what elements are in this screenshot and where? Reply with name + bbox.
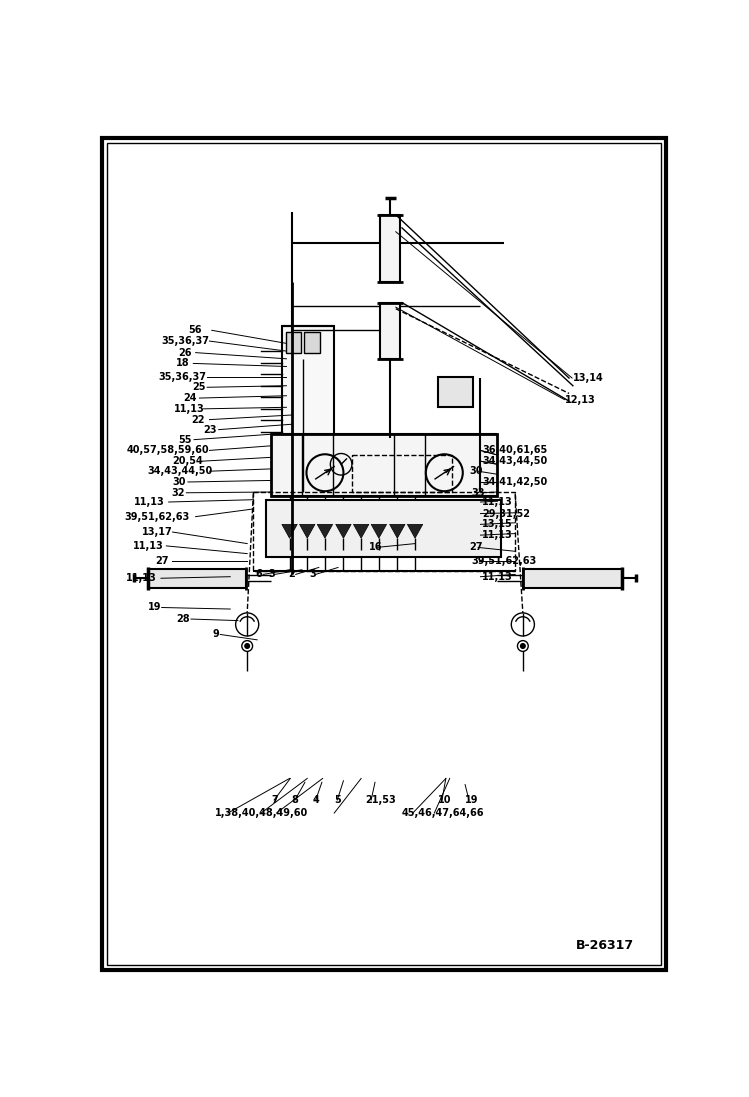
Text: 11,13: 11,13 [482,497,513,507]
Text: 13,15: 13,15 [482,519,513,530]
Text: 20,54: 20,54 [172,456,203,466]
Polygon shape [354,524,369,539]
Text: 35,36,37: 35,36,37 [159,372,207,382]
Bar [352,455,452,491]
Text: 24: 24 [184,393,197,403]
Text: 19: 19 [148,602,161,612]
Bar [380,215,401,282]
Text: 36,40,61,65: 36,40,61,65 [482,445,548,455]
Text: 21,53: 21,53 [365,795,395,805]
Bar [148,569,246,588]
Text: 1,38,40,48,49,60: 1,38,40,48,49,60 [215,808,308,818]
Text: 3: 3 [269,569,276,579]
Bar [304,331,320,353]
Text: 30: 30 [172,477,186,487]
Polygon shape [336,524,351,539]
Text: 55: 55 [178,434,192,444]
Text: 56: 56 [188,326,201,336]
Text: 10: 10 [438,795,452,805]
Text: 13,14: 13,14 [573,373,604,383]
Text: 6: 6 [255,569,262,579]
Circle shape [245,644,249,648]
Text: 11,13: 11,13 [482,530,513,540]
Text: 29,31,52: 29,31,52 [482,509,530,519]
Text: 26: 26 [179,348,192,358]
Text: 13,17: 13,17 [142,527,172,538]
Text: 39,51,62,63: 39,51,62,63 [125,511,190,522]
Text: 32: 32 [171,488,184,498]
Bar [285,331,301,353]
Circle shape [521,644,525,648]
Polygon shape [300,524,315,539]
Text: 11,13: 11,13 [134,497,165,507]
Text: 8: 8 [292,795,299,805]
Text: 27: 27 [469,542,482,553]
Text: 34,43,44,50: 34,43,44,50 [148,466,213,476]
Text: 45,46,47,64,66: 45,46,47,64,66 [402,808,485,818]
Text: 9: 9 [213,630,219,640]
Text: B-26317: B-26317 [577,939,634,952]
Bar [523,569,622,588]
Bar [380,303,401,359]
Bar [438,376,473,407]
Bar [282,327,334,442]
Text: 27: 27 [156,556,169,566]
Text: 2: 2 [288,569,295,579]
Text: 35,36,37: 35,36,37 [161,336,209,346]
Text: 28: 28 [176,614,190,624]
Text: 11,13: 11,13 [174,404,204,414]
Text: 33: 33 [471,488,485,498]
Text: 30: 30 [469,466,482,476]
Bar [253,491,515,570]
Text: 39,51,62,63: 39,51,62,63 [471,556,536,566]
Text: 40,57,58,59,60: 40,57,58,59,60 [127,445,209,455]
Polygon shape [282,524,297,539]
Bar [271,434,497,496]
Text: 22: 22 [192,415,205,425]
Polygon shape [407,524,422,539]
Polygon shape [389,524,405,539]
Polygon shape [372,524,386,539]
Text: 34,43,44,50: 34,43,44,50 [482,456,548,466]
Bar [267,500,501,557]
Text: 18: 18 [176,359,190,369]
Text: 25: 25 [192,382,206,393]
Text: 7: 7 [271,795,278,805]
Polygon shape [318,524,333,539]
Text: 16: 16 [369,542,382,553]
Text: 5: 5 [334,795,341,805]
Text: 3: 3 [309,569,316,579]
Text: 11,13: 11,13 [482,572,513,581]
Text: 19: 19 [465,795,479,805]
Text: 4: 4 [312,795,319,805]
Text: 23: 23 [203,425,216,434]
Text: 34,41,42,50: 34,41,42,50 [482,477,548,487]
Text: 11,13: 11,13 [133,541,163,551]
Text: 11,13: 11,13 [127,574,157,584]
Text: 12,13: 12,13 [565,395,596,405]
